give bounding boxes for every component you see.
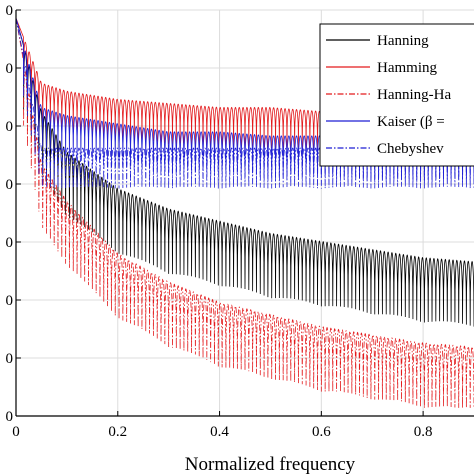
series-line-5 (15, 18, 474, 189)
legend-box (319, 23, 474, 167)
x-tick-label: 0.6 (312, 424, 331, 440)
y-tick-label: 0 (6, 409, 14, 425)
y-tick-label: 0 (6, 177, 14, 193)
y-tick-label: 0 (6, 61, 14, 77)
legend-label: Chebyshev (377, 141, 444, 157)
series-line-1 (15, 18, 474, 327)
legend-label: Hanning (377, 33, 429, 49)
y-tick-label: 0 (6, 351, 14, 367)
axes (15, 9, 474, 417)
y-tick-label: 0 (6, 119, 14, 135)
y-tick-label: 0 (6, 3, 14, 19)
x-tick-label: 0.4 (210, 424, 229, 440)
x-tick-label: 0 (12, 424, 20, 440)
x-axis-title: Normalized frequency (185, 454, 356, 474)
legend: Hanning Hamming Hanning-Ha Kaiser (β = Cheb… (319, 23, 474, 167)
x-tick-label: 0.8 (414, 424, 433, 440)
x-tick-label: 0.2 (108, 424, 127, 440)
series-line-3 (15, 18, 474, 408)
legend-label: Hanning-Ha (377, 87, 451, 103)
y-tick-label: 0 (6, 293, 14, 309)
legend-label: Hamming (377, 60, 437, 76)
legend-label: Kaiser (β = (377, 114, 445, 130)
y-tick-label: 0 (6, 235, 14, 251)
